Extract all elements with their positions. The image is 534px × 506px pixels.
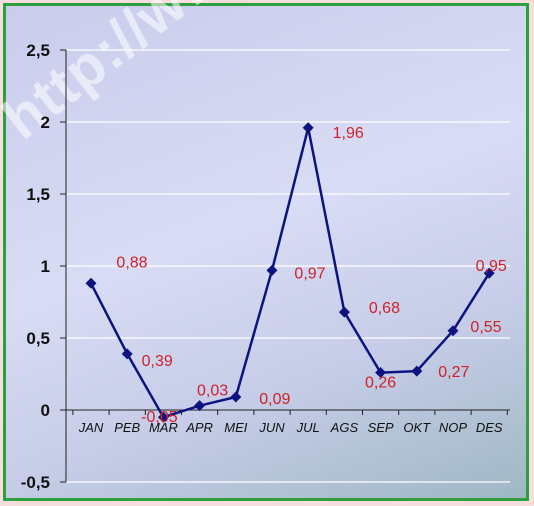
x-tick-label: MEI <box>224 420 248 435</box>
data-point <box>411 365 423 377</box>
x-tick-label: SEP <box>368 420 394 435</box>
y-tick-label: 1 <box>41 257 50 276</box>
chart-frame <box>3 3 529 501</box>
data-label: 0,03 <box>197 383 228 400</box>
y-tick-label: -0,5 <box>21 473 50 492</box>
y-tick-label: 0,5 <box>26 329 50 348</box>
data-point <box>302 122 314 134</box>
y-tick-label: 0 <box>41 401 50 420</box>
y-axis-ticks: -0,5 0 0,5 1 1,5 2 2,5 <box>21 41 67 492</box>
x-tick-label: NOP <box>439 420 468 435</box>
x-tick-label: JUL <box>296 420 320 435</box>
x-tick-label: PEB <box>114 420 140 435</box>
data-label: 0,68 <box>369 300 400 317</box>
data-point <box>157 411 169 423</box>
data-label: 0,39 <box>142 353 173 370</box>
data-label: 0,97 <box>294 265 325 282</box>
y-tick-label: 2 <box>41 113 50 132</box>
x-tick-label: AGS <box>330 420 359 435</box>
data-point <box>85 277 97 289</box>
data-point <box>447 325 459 337</box>
data-label: 0,26 <box>365 375 396 392</box>
x-tick-label: DES <box>476 420 503 435</box>
data-label: 1,96 <box>333 125 364 142</box>
y-tick-label: 2,5 <box>26 41 50 60</box>
series-line <box>89 126 491 419</box>
x-tick-label: JUN <box>258 420 285 435</box>
y-tick-label: 1,5 <box>26 185 50 204</box>
gridlines <box>66 49 510 483</box>
data-point <box>230 391 242 403</box>
data-point <box>266 264 278 276</box>
x-tick-label: APR <box>185 420 213 435</box>
x-tick-label: JAN <box>78 420 104 435</box>
data-point <box>121 348 133 360</box>
data-labels: 0,88 0,39 -0,05 0,03 0,09 0,97 1,96 0,68 0,26 0,2… <box>116 125 506 426</box>
data-point <box>375 367 387 379</box>
data-label: 0,27 <box>438 364 469 381</box>
x-tick-label: OKT <box>403 420 431 435</box>
data-point <box>483 267 495 279</box>
data-label: 0,88 <box>116 254 147 271</box>
x-axis: JAN PEB MAR APR MEI JUN JUL AGS SEP OKT NOP DES <box>72 410 508 435</box>
data-label: 0,55 <box>470 319 501 336</box>
x-tick-label: MAR <box>149 420 178 435</box>
data-point <box>194 400 206 412</box>
data-label: 0,09 <box>259 391 290 408</box>
series-markers <box>85 122 495 423</box>
data-label: 0,95 <box>476 258 507 275</box>
data-label: -0,05 <box>141 409 178 426</box>
data-point <box>338 306 350 318</box>
